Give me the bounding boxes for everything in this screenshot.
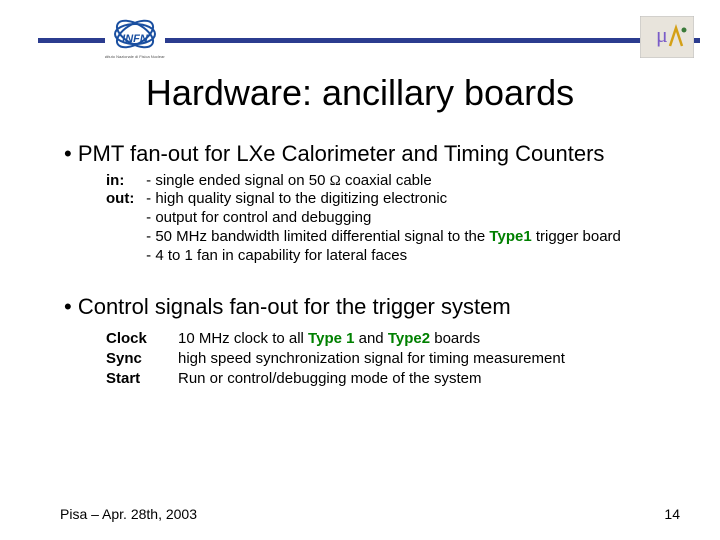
svg-text:INFN: INFN xyxy=(122,33,149,45)
start-label: Start xyxy=(106,369,178,389)
footer: Pisa – Apr. 28th, 2003 14 xyxy=(60,506,680,522)
clock-mid: and xyxy=(354,330,387,347)
sync-text: high speed synchronization signal for ti… xyxy=(178,349,680,369)
sync-label: Sync xyxy=(106,349,178,369)
footer-date: Pisa – Apr. 28th, 2003 xyxy=(60,506,197,522)
page-number: 14 xyxy=(664,506,680,522)
clock-label: Clock xyxy=(106,329,178,349)
svg-text:μ: μ xyxy=(656,22,668,47)
in-text-before: - single ended signal on 50 xyxy=(146,172,329,189)
content-area: • PMT fan-out for LXe Calorimeter and Ti… xyxy=(64,140,680,390)
row-clock: Clock 10 MHz clock to all Type 1 and Typ… xyxy=(106,329,680,349)
svg-text:Istituto Nazionale di Fisica N: Istituto Nazionale di Fisica Nucleare xyxy=(105,54,165,59)
in-out-block: in: - single ended signal on 50 Ω coaxia… xyxy=(106,172,680,266)
out-label: out: xyxy=(106,190,142,209)
in-text: - single ended signal on 50 Ω coaxial ca… xyxy=(146,172,666,191)
type1-inline: Type 1 xyxy=(308,330,354,347)
clock-text-a: 10 MHz clock to all xyxy=(178,330,308,347)
out-line-4: - 4 to 1 fan in capability for lateral f… xyxy=(146,247,666,266)
in-text-after: coaxial cable xyxy=(341,172,432,189)
clock-sync-start-block: Clock 10 MHz clock to all Type 1 and Typ… xyxy=(106,329,680,390)
slide-title: Hardware: ancillary boards xyxy=(0,72,720,114)
type2-inline: Type2 xyxy=(388,330,430,347)
out-line-2: - output for control and debugging xyxy=(146,209,666,228)
type1-label: Type1 xyxy=(489,228,531,245)
start-text: Run or control/debugging mode of the sys… xyxy=(178,369,680,389)
out-line-3: - 50 MHz bandwidth limited differential … xyxy=(146,228,666,247)
out-l3-a: - 50 MHz bandwidth limited differential … xyxy=(146,228,489,245)
experiment-logo: μ xyxy=(640,16,694,58)
infn-logo: INFN Istituto Nazionale di Fisica Nuclea… xyxy=(105,18,165,63)
row-sync: Sync high speed synchronization signal f… xyxy=(106,349,680,369)
in-label: in: xyxy=(106,172,142,191)
bullet-control-signals: • Control signals fan-out for the trigge… xyxy=(64,293,680,321)
bullet-pmt-fanout: • PMT fan-out for LXe Calorimeter and Ti… xyxy=(64,140,680,168)
out-text: - high quality signal to the digitizing … xyxy=(146,190,666,265)
out-line-1: - high quality signal to the digitizing … xyxy=(146,190,666,209)
clock-text-b: boards xyxy=(430,330,480,347)
omega-symbol: Ω xyxy=(330,173,341,189)
out-l3-b: trigger board xyxy=(532,228,621,245)
row-start: Start Run or control/debugging mode of t… xyxy=(106,369,680,389)
clock-text: 10 MHz clock to all Type 1 and Type2 boa… xyxy=(178,329,680,349)
